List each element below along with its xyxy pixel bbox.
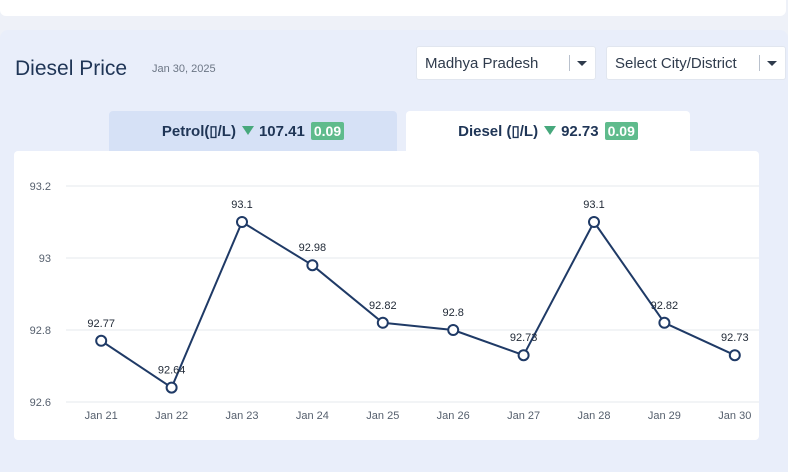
data-point	[95, 334, 108, 347]
data-label: 93.1	[583, 199, 604, 211]
x-tick-label: Jan 28	[577, 410, 610, 422]
series-line	[100, 221, 736, 389]
data-point	[165, 381, 178, 394]
tab-diesel-change-badge: 0.09	[604, 122, 638, 140]
dropdown-separator	[759, 55, 760, 71]
price-date: Jan 30, 2025	[152, 63, 216, 75]
data-point	[236, 216, 248, 228]
data-point	[447, 324, 460, 336]
data-label: 92.77	[87, 318, 115, 330]
data-label: 92.82	[369, 300, 397, 312]
data-point	[658, 316, 671, 329]
data-point	[517, 349, 530, 362]
x-tick-label: Jan 24	[296, 410, 329, 422]
state-dropdown[interactable]: Madhya Pradesh	[416, 46, 596, 80]
chart-card: 92.6 92.8 93 93.2 Jan 21 Jan 22 Jan 23 Jan 24 Ja…	[14, 151, 770, 440]
data-label: 92.73	[510, 332, 538, 344]
city-dropdown-placeholder: Select City/District	[615, 54, 737, 72]
tab-petrol[interactable]: Petrol(▯/L) 107.41 0.09	[109, 111, 397, 151]
data-label: 93.1	[231, 199, 252, 211]
price-line-chart: 92.6 92.8 93 93.2 Jan 21 Jan 22 Jan 23 Jan 24 Ja…	[30, 181, 770, 422]
y-tick-label: 93.2	[30, 181, 51, 193]
x-tick-label: Jan 21	[85, 410, 118, 422]
x-tick-label: Jan 29	[648, 410, 681, 422]
data-label: 92.64	[158, 365, 186, 377]
down-triangle-icon	[241, 125, 254, 135]
x-tick-label: Jan 25	[366, 410, 399, 422]
x-tick-label: Jan 27	[507, 410, 540, 422]
tab-petrol-label: Petrol(▯/L)	[161, 123, 236, 140]
x-tick-label: Jan 23	[225, 410, 258, 422]
data-point	[588, 216, 600, 228]
data-label: 92.73	[721, 332, 749, 344]
page-title: Diesel Price	[15, 57, 128, 80]
tab-petrol-price: 107.41	[258, 122, 305, 140]
chevron-down-icon[interactable]	[767, 60, 777, 66]
x-tick-label: Jan 26	[437, 410, 470, 422]
data-point	[376, 316, 389, 329]
down-triangle-icon	[544, 125, 557, 135]
data-point	[306, 259, 319, 272]
tab-petrol-change-badge: 0.09	[310, 122, 345, 140]
tab-diesel-price: 92.73	[561, 122, 599, 140]
data-label: 92.98	[299, 242, 327, 254]
x-tick-label: Jan 22	[155, 410, 188, 422]
top-strip	[0, 0, 786, 16]
dropdown-separator	[569, 55, 570, 71]
y-tick-label: 92.8	[30, 325, 51, 337]
data-label: 92.8	[442, 307, 463, 319]
chevron-down-icon[interactable]	[577, 60, 587, 66]
data-label: 92.82	[651, 300, 679, 312]
city-dropdown[interactable]: Select City/District	[606, 46, 786, 80]
x-tick-label: Jan 30	[718, 410, 751, 422]
data-point	[728, 349, 741, 362]
tab-diesel-label: Diesel (▯/L)	[458, 123, 539, 140]
state-dropdown-value: Madhya Pradesh	[425, 54, 539, 72]
y-tick-label: 93	[39, 253, 51, 265]
y-tick-label: 92.6	[30, 397, 51, 409]
tab-diesel[interactable]: Diesel (▯/L) 92.73 0.09	[406, 111, 690, 151]
